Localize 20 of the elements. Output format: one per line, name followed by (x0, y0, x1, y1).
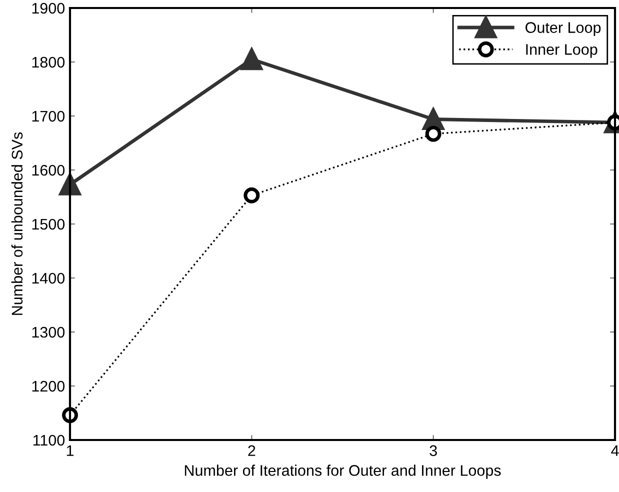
y-tick-label: 1800 (32, 56, 65, 68)
y-tick-label: 1400 (32, 272, 65, 284)
y-tick-label: 1700 (32, 110, 65, 122)
legend-label: Outer Loop (526, 22, 601, 36)
y-tick-label: 1500 (32, 218, 65, 230)
x-tick-label: 2 (248, 445, 256, 456)
y-tick-label: 1200 (32, 380, 65, 392)
y-axis-title: Number of unbounded SVs (11, 132, 23, 315)
y-tick-label: 1100 (33, 434, 65, 446)
x-tick-label: 4 (611, 445, 619, 456)
y-tick-label: 1900 (32, 2, 65, 14)
y-tick-label: 1600 (32, 164, 65, 176)
y-tick-label: 1300 (32, 326, 65, 338)
x-tick-label: 1 (66, 445, 74, 456)
point (422, 108, 444, 130)
x-axis-title: Number of Iterations for Outer and Inner Loops (184, 464, 501, 479)
legend-label: Inner Loop (526, 44, 598, 58)
point (244, 187, 260, 204)
x-tick-label: 3 (430, 445, 437, 456)
point (425, 126, 442, 142)
